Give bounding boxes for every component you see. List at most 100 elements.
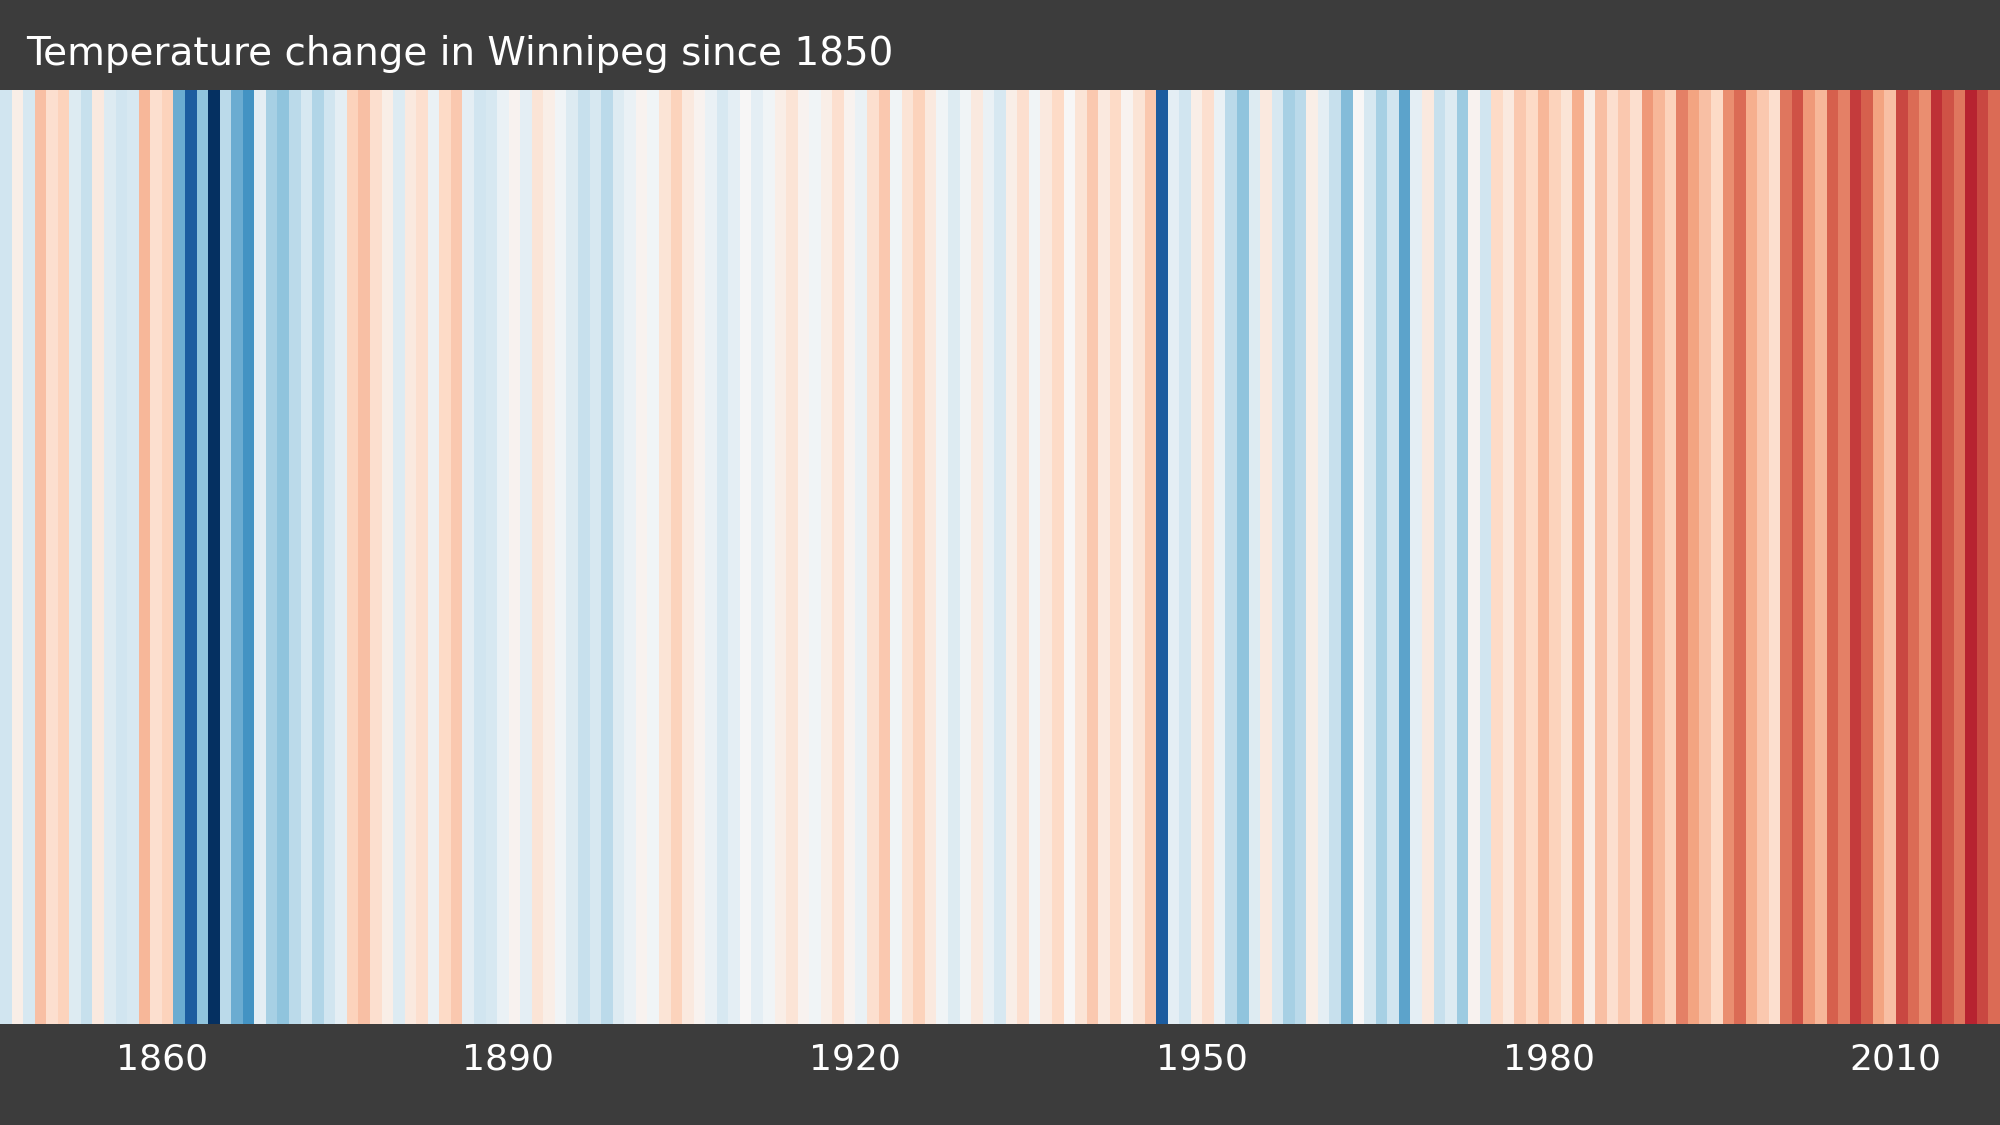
Bar	[1768, 90, 1780, 1024]
Bar	[1884, 90, 1896, 1024]
Bar	[924, 90, 936, 1024]
Bar	[786, 90, 798, 1024]
Bar	[1064, 90, 1076, 1024]
Bar	[1584, 90, 1596, 1024]
Bar	[1526, 90, 1538, 1024]
Bar	[1226, 90, 1236, 1024]
Bar	[1076, 90, 1086, 1024]
Bar	[636, 90, 648, 1024]
Bar	[798, 90, 810, 1024]
Bar	[104, 90, 116, 1024]
Bar	[1214, 90, 1226, 1024]
Bar	[312, 90, 324, 1024]
Bar	[1838, 90, 1850, 1024]
Bar	[1954, 90, 1966, 1024]
Bar	[844, 90, 856, 1024]
Text: Temperature change in Winnipeg since 1850: Temperature change in Winnipeg since 185…	[26, 35, 894, 73]
Bar	[184, 90, 196, 1024]
Bar	[948, 90, 960, 1024]
Bar	[902, 90, 914, 1024]
Bar	[1480, 90, 1492, 1024]
Bar	[404, 90, 416, 1024]
Bar	[1758, 90, 1768, 1024]
Bar	[46, 90, 58, 1024]
Bar	[1826, 90, 1838, 1024]
Bar	[1560, 90, 1572, 1024]
Bar	[1156, 90, 1168, 1024]
Bar	[1538, 90, 1550, 1024]
Bar	[890, 90, 902, 1024]
Bar	[1434, 90, 1446, 1024]
Bar	[290, 90, 300, 1024]
Bar	[520, 90, 532, 1024]
Bar	[70, 90, 80, 1024]
Bar	[810, 90, 820, 1024]
Bar	[1710, 90, 1722, 1024]
Bar	[532, 90, 544, 1024]
Bar	[254, 90, 266, 1024]
Bar	[382, 90, 394, 1024]
Bar	[1422, 90, 1434, 1024]
Bar	[1376, 90, 1388, 1024]
Bar	[1862, 90, 1872, 1024]
Bar	[220, 90, 232, 1024]
Bar	[1144, 90, 1156, 1024]
Bar	[878, 90, 890, 1024]
Bar	[1654, 90, 1664, 1024]
Text: 1950: 1950	[1156, 1042, 1248, 1077]
Bar	[1122, 90, 1132, 1024]
Bar	[1676, 90, 1688, 1024]
Bar	[694, 90, 706, 1024]
Bar	[1202, 90, 1214, 1024]
Bar	[116, 90, 128, 1024]
Bar	[0, 90, 12, 1024]
Bar	[544, 90, 554, 1024]
Bar	[1364, 90, 1376, 1024]
Bar	[1306, 90, 1318, 1024]
Bar	[440, 90, 450, 1024]
Bar	[1260, 90, 1272, 1024]
Bar	[92, 90, 104, 1024]
Bar	[1040, 90, 1052, 1024]
Bar	[994, 90, 1006, 1024]
Bar	[196, 90, 208, 1024]
Bar	[1896, 90, 1908, 1024]
Bar	[1988, 90, 2000, 1024]
Bar	[682, 90, 694, 1024]
Bar	[1018, 90, 1028, 1024]
Bar	[1618, 90, 1630, 1024]
Bar	[1342, 90, 1352, 1024]
Bar	[1780, 90, 1792, 1024]
Bar	[1606, 90, 1618, 1024]
Bar	[856, 90, 868, 1024]
Bar	[1410, 90, 1422, 1024]
Text: 1980: 1980	[1502, 1042, 1594, 1077]
Bar	[1086, 90, 1098, 1024]
Bar	[1722, 90, 1734, 1024]
Bar	[1734, 90, 1746, 1024]
Bar	[1688, 90, 1700, 1024]
Bar	[764, 90, 774, 1024]
Bar	[1792, 90, 1804, 1024]
Bar	[728, 90, 740, 1024]
Bar	[128, 90, 138, 1024]
Bar	[752, 90, 764, 1024]
Bar	[450, 90, 462, 1024]
Bar	[1110, 90, 1122, 1024]
Bar	[1920, 90, 1930, 1024]
Bar	[554, 90, 566, 1024]
Bar	[1190, 90, 1202, 1024]
Bar	[150, 90, 162, 1024]
Bar	[1098, 90, 1110, 1024]
Bar	[324, 90, 336, 1024]
Bar	[138, 90, 150, 1024]
Bar	[358, 90, 370, 1024]
Bar	[1028, 90, 1040, 1024]
Bar	[1248, 90, 1260, 1024]
Bar	[832, 90, 844, 1024]
Bar	[1700, 90, 1710, 1024]
Bar	[1446, 90, 1456, 1024]
Bar	[590, 90, 602, 1024]
Bar	[208, 90, 220, 1024]
Bar	[1502, 90, 1514, 1024]
